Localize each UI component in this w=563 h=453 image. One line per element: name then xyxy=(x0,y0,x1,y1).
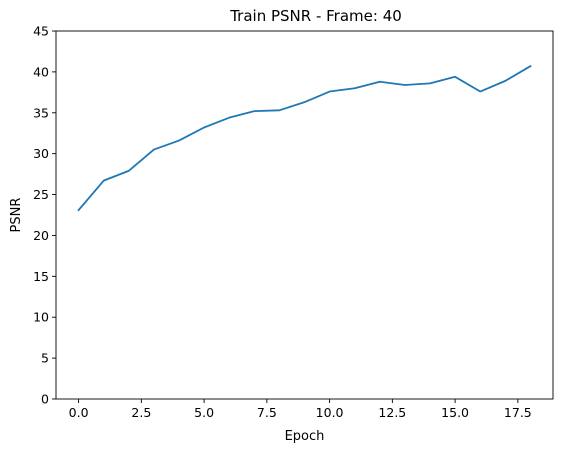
y-tick-label: 40 xyxy=(33,64,49,79)
x-tick-label: 17.5 xyxy=(504,405,532,420)
x-tick-label: 0.0 xyxy=(69,405,89,420)
axes-frame xyxy=(55,30,554,400)
x-tick-label: 5.0 xyxy=(194,405,214,420)
y-axis-label: PSNR xyxy=(9,198,24,233)
x-tick-label: 7.5 xyxy=(257,405,277,420)
x-axis-label: Epoch xyxy=(285,429,325,444)
x-tick-label: 12.5 xyxy=(378,405,406,420)
y-tick-label: 5 xyxy=(41,351,49,366)
y-tick-label: 20 xyxy=(33,228,49,243)
y-tick-label: 0 xyxy=(41,392,49,407)
y-axis: 0 5 10 15 20 25 30 35 40 45 xyxy=(33,24,56,407)
x-axis: 0.0 2.5 5.0 7.5 10.0 12.5 15.0 17.5 xyxy=(69,399,532,420)
y-tick-label: 35 xyxy=(33,105,49,120)
y-tick-label: 10 xyxy=(33,310,49,325)
y-tick-label: 30 xyxy=(33,146,49,161)
x-tick-label: 15.0 xyxy=(441,405,469,420)
y-tick-label: 25 xyxy=(33,187,49,202)
y-tick-label: 45 xyxy=(33,24,49,39)
chart-title: Train PSNR - Frame: 40 xyxy=(229,7,402,25)
plot-area xyxy=(55,30,554,400)
x-tick-label: 2.5 xyxy=(131,405,151,420)
y-tick-label: 15 xyxy=(33,269,49,284)
x-tick-label: 10.0 xyxy=(316,405,344,420)
